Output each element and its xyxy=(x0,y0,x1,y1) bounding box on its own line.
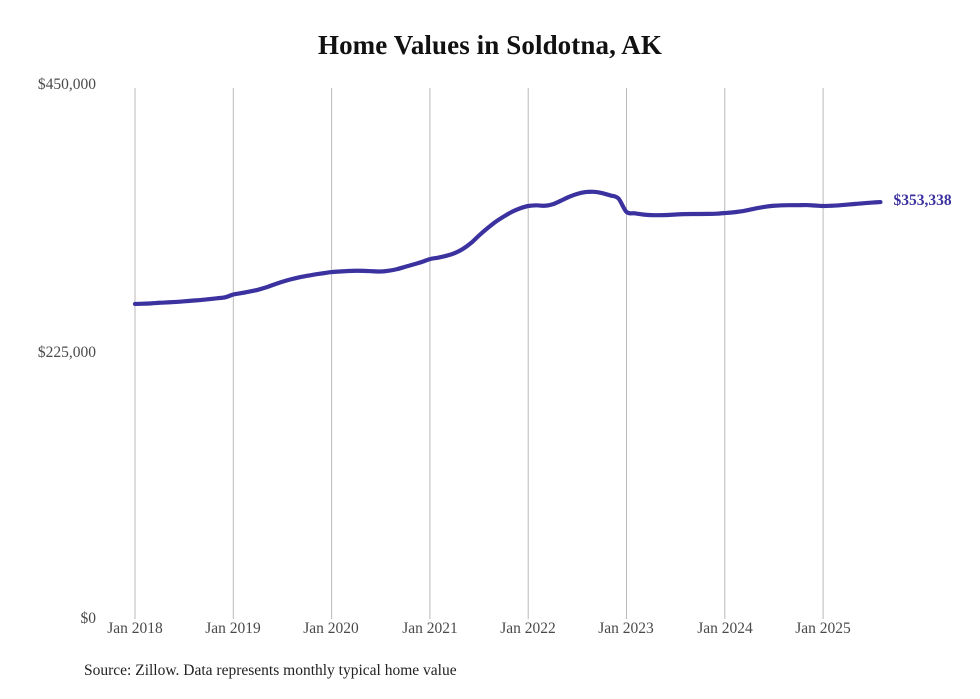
x-axis-tick-jan-2025: Jan 2025 xyxy=(795,620,851,637)
x-axis-tick-jan-2023: Jan 2023 xyxy=(598,620,654,637)
x-axis-tick-jan-2021: Jan 2021 xyxy=(402,620,458,637)
x-axis-tick-jan-2020: Jan 2020 xyxy=(303,620,359,637)
chart-title: Home Values in Soldotna, AK xyxy=(317,30,663,60)
x-axis-tick-jan-2019: Jan 2019 xyxy=(205,620,261,637)
source-note: Source: Zillow. Data represents monthly … xyxy=(84,662,457,679)
y-axis-tick-0: $0 xyxy=(80,610,97,627)
y-axis-tick-225000: $225,000 xyxy=(37,344,96,361)
gridlines xyxy=(134,88,824,619)
y-axis-tick-450000: $450,000 xyxy=(37,76,96,93)
end-value-annotation: $353,338 xyxy=(893,192,952,210)
x-axis-tick-jan-2024: Jan 2024 xyxy=(697,620,753,637)
x-axis-tick-jan-2022: Jan 2022 xyxy=(500,620,556,637)
value-line-series xyxy=(132,189,883,307)
x-axis-tick-jan-2018: Jan 2018 xyxy=(107,620,163,637)
